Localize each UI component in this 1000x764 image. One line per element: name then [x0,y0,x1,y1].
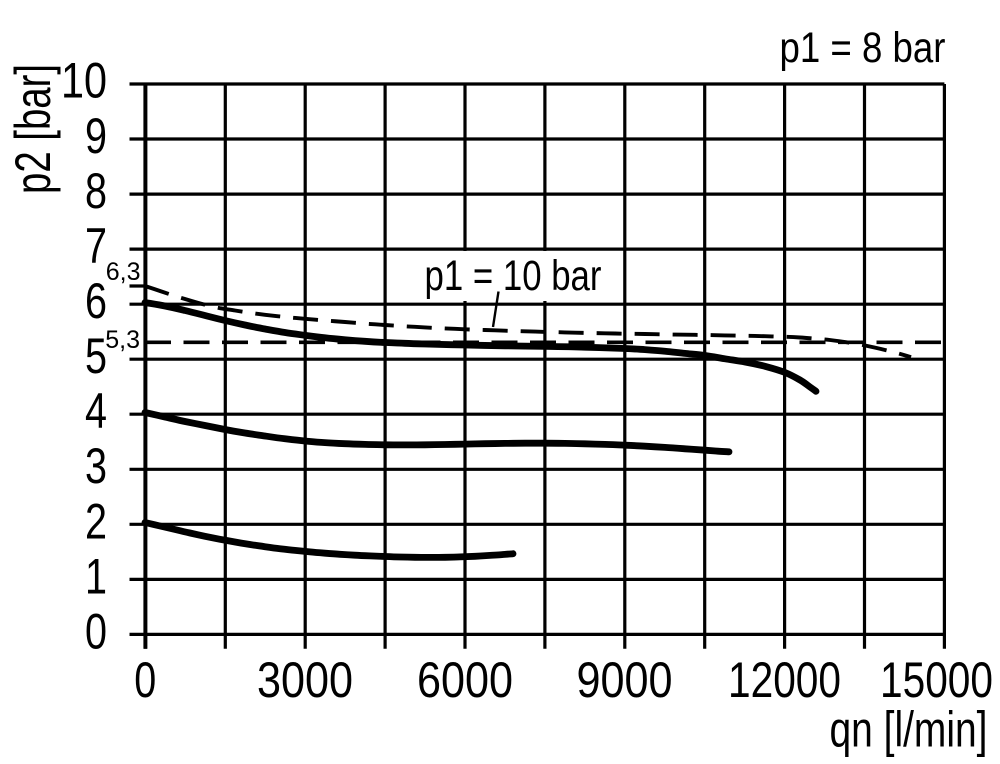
svg-text:5: 5 [85,328,107,384]
svg-text:12000: 12000 [728,652,841,708]
svg-text:qn [l/min]: qn [l/min] [830,702,988,758]
svg-text:6: 6 [85,273,107,329]
svg-text:0: 0 [85,603,107,659]
svg-text:15000: 15000 [880,652,993,708]
svg-text:8: 8 [85,163,107,219]
svg-text:6,3: 6,3 [106,258,141,286]
svg-text:p2 [bar]: p2 [bar] [5,64,61,194]
svg-text:1: 1 [85,548,107,604]
svg-text:0: 0 [134,652,156,708]
svg-text:2: 2 [85,493,107,549]
svg-text:3: 3 [85,438,107,494]
svg-text:10: 10 [61,53,107,109]
svg-text:5,3: 5,3 [105,326,140,354]
svg-text:9: 9 [85,108,107,164]
svg-text:3000: 3000 [257,652,353,708]
svg-text:p1 = 8 bar: p1 = 8 bar [780,24,946,72]
svg-text:6000: 6000 [417,652,513,708]
svg-text:4: 4 [85,383,107,439]
svg-text:p1 = 10 bar: p1 = 10 bar [425,252,602,300]
svg-text:9000: 9000 [577,652,673,708]
svg-text:7: 7 [85,218,107,274]
